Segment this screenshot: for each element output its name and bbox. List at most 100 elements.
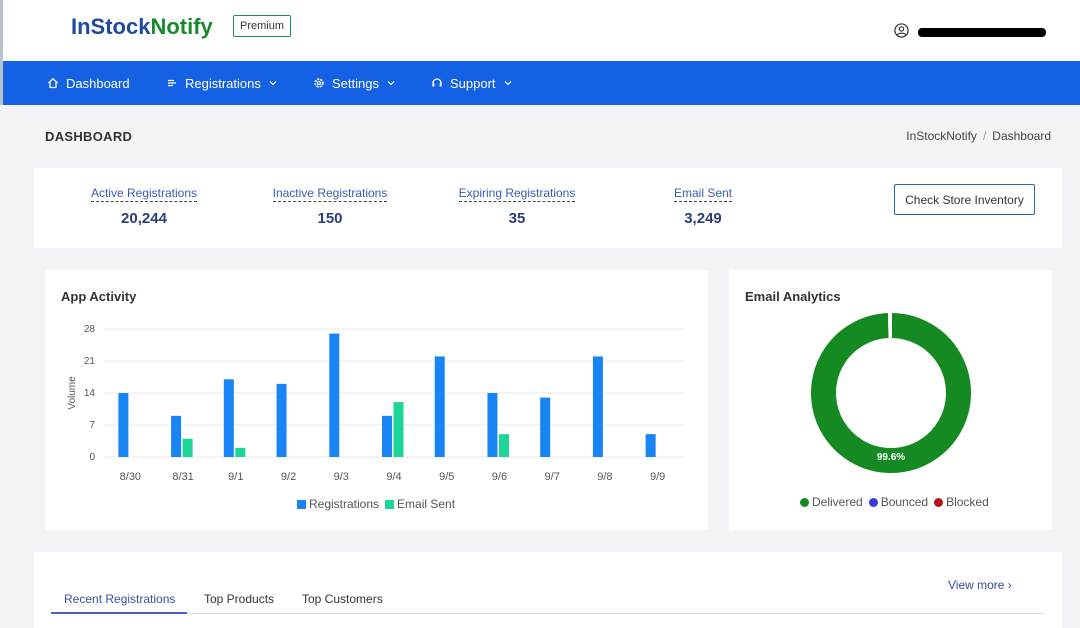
y-tick-label: 14 [84,388,96,399]
nav-dashboard[interactable]: Dashboard [47,61,130,105]
bar-registrations[interactable] [223,379,234,457]
bar-registrations[interactable] [434,356,445,457]
legend-label: Bounced [880,495,929,509]
breadcrumb-separator: / [982,129,987,143]
stats-card: Active Registrations 20,244 Inactive Reg… [34,168,1062,248]
premium-badge: Premium [233,15,291,37]
redacted-username[interactable] [918,28,1046,37]
bar-registrations[interactable] [118,393,129,457]
email-analytics-legend: Delivered Bounced Blocked [800,495,995,509]
stat-active-registrations[interactable]: Active Registrations 20,244 [90,184,198,227]
tab-top-customers[interactable]: Top Customers [302,592,383,606]
stat-label: Active Registrations [90,186,198,202]
tab-top-products[interactable]: Top Products [204,592,275,606]
legend-item-delivered[interactable]: Delivered [800,495,863,509]
legend-label: Delivered [812,495,863,509]
registrations-tabs-card: Recent Registrations Top Products Top Cu… [34,552,1062,628]
tab-recent-registrations[interactable]: Recent Registrations [64,592,176,606]
headset-icon [432,78,442,87]
app-activity-chart: 0 7 14 21 28 Volume 8/30 8/31 9/1 9/2 9/3 9/4 9/5 9/6… [67,324,684,483]
bar-registrations[interactable] [171,415,182,457]
chevron-down-icon [504,81,511,86]
breadcrumb-current: Dashboard [992,129,1051,143]
nav-registrations[interactable]: Registrations [166,61,277,105]
bar-registrations[interactable] [540,397,551,457]
app-activity-legend: Registrations Email Sent [297,497,461,511]
stat-inactive-registrations[interactable]: Inactive Registrations 150 [271,184,389,227]
logo-part-1: InStock [71,14,151,39]
home-icon [48,77,58,89]
y-axis-label: Volume [67,376,78,410]
app-activity-title: App Activity [61,289,137,304]
bar-email-sent[interactable] [182,438,193,457]
legend-item-blocked[interactable]: Blocked [934,495,989,509]
x-tick-label: 8/31 [172,471,193,483]
breadcrumb: InStockNotify / Dashboard [906,129,1051,143]
stat-value: 150 [317,210,343,227]
bar-registrations[interactable] [329,333,340,457]
stat-label: Inactive Registrations [272,186,388,202]
main-nav: Dashboard Registrations Settings Support [0,61,1080,105]
legend-item-registrations[interactable]: Registrations [297,497,379,511]
list-icon [168,79,176,87]
check-store-inventory-button[interactable]: Check Store Inventory [894,184,1035,215]
stat-value: 20,244 [121,210,167,227]
bar-registrations[interactable] [645,434,656,457]
legend-label: Registrations [309,497,380,511]
x-tick-label: 9/6 [492,471,507,483]
donut-slice-blocked[interactable] [888,310,892,341]
app-logo[interactable]: InStockNotify [71,14,213,40]
bar-email-sent[interactable] [393,402,404,457]
stat-value: 3,249 [684,210,722,227]
bar-email-sent[interactable] [235,447,246,457]
stat-label: Email Sent [673,186,733,202]
y-tick-label: 0 [89,452,95,463]
stat-expiring-registrations[interactable]: Expiring Registrations 35 [458,184,576,227]
bar-registrations[interactable] [382,415,392,457]
active-tab-indicator [51,612,187,614]
x-tick-label: 9/3 [334,471,349,483]
view-more-link[interactable]: View more › [948,578,1012,592]
legend-label: Email Sent [397,497,456,511]
bar-registrations[interactable] [276,383,287,457]
email-analytics-title: Email Analytics [745,289,841,304]
x-tick-label: 9/4 [386,471,401,483]
legend-item-bounced[interactable]: Bounced [868,495,929,509]
bar-registrations[interactable] [487,393,498,457]
nav-settings[interactable]: Settings [313,61,395,105]
app-activity-card: App Activity 0 7 14 21 28 Volume 8/30 8/31 9/1 9/… [45,270,708,530]
legend-swatch [385,499,395,509]
email-analytics-donut: 99.6% [809,310,973,475]
y-tick-label: 7 [89,420,95,431]
x-tick-label: 9/9 [650,471,665,483]
legend-dot [868,497,878,507]
gear-icon [314,78,324,88]
page-title: DASHBOARD [45,129,133,144]
nav-dashboard-label: Dashboard [66,75,130,91]
x-tick-label: 9/1 [228,471,243,483]
chevron-down-icon [269,81,277,86]
bar-registrations[interactable] [592,356,603,457]
x-tick-label: 9/2 [281,471,296,483]
email-analytics-card: Email Analytics 99.6% Delivered Bounced … [729,270,1052,530]
user-icon[interactable] [894,23,909,38]
chevron-down-icon [387,81,395,86]
bar-email-sent[interactable] [498,434,509,457]
legend-dot [800,497,809,507]
donut-slice-delivered[interactable] [809,310,973,475]
breadcrumb-home[interactable]: InStockNotify [906,129,977,143]
nav-support[interactable]: Support [431,61,512,105]
legend-label: Blocked [946,495,989,509]
y-tick-label: 21 [84,356,96,367]
stat-label: Expiring Registrations [458,186,576,202]
stat-value: 35 [508,210,526,227]
legend-dot [934,497,944,507]
top-bar: InStockNotify Premium [0,0,1080,61]
legend-item-email-sent[interactable]: Email Sent [385,497,455,511]
x-tick-label: 9/8 [597,471,612,483]
legend-swatch [297,499,306,509]
nav-settings-label: Settings [332,75,379,91]
x-tick-label: 8/30 [120,471,141,483]
nav-support-label: Support [450,75,496,91]
stat-email-sent[interactable]: Email Sent 3,249 [671,184,735,227]
